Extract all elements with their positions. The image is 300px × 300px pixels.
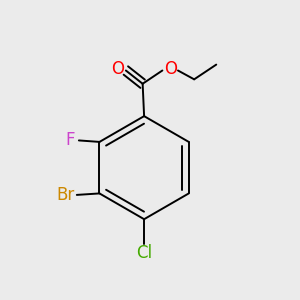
Text: Cl: Cl xyxy=(136,244,152,262)
Text: F: F xyxy=(65,131,75,149)
Text: O: O xyxy=(111,60,124,78)
Text: O: O xyxy=(164,60,177,78)
Text: Br: Br xyxy=(56,186,75,204)
